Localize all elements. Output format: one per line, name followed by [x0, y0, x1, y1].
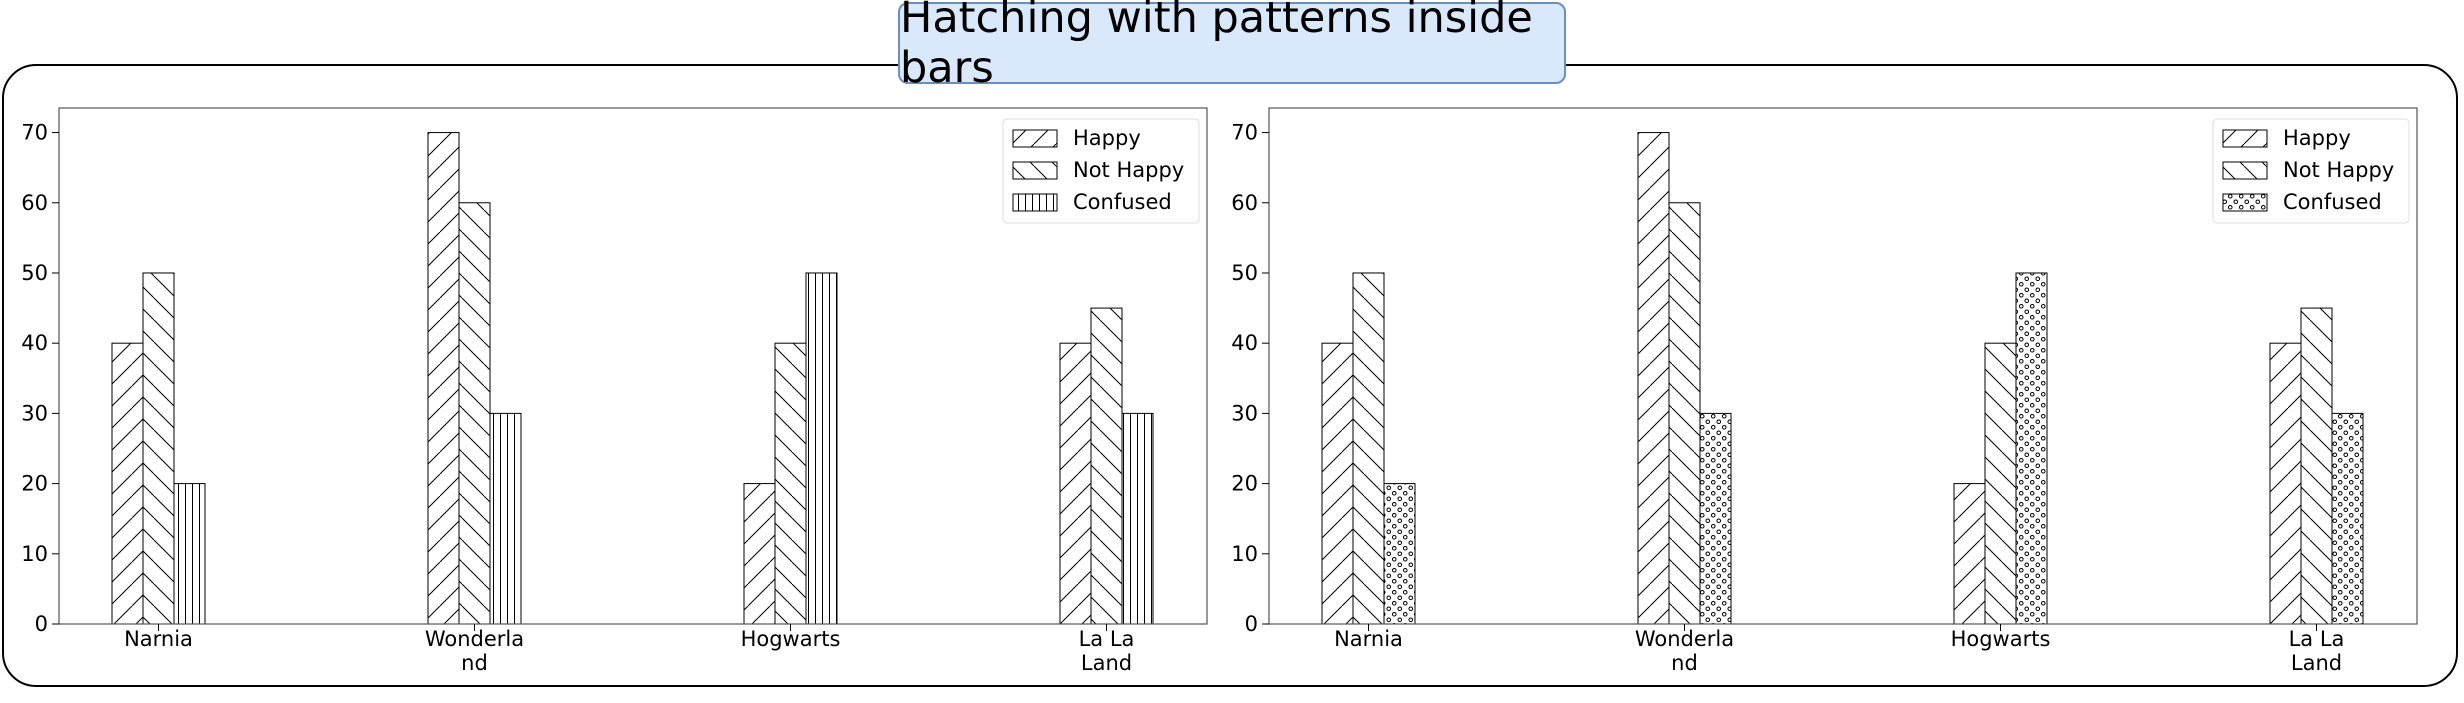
bar-happy-wonderland — [1637, 132, 1670, 625]
plot-area — [58, 107, 1208, 625]
x-tick-label-la-la-land: La La — [1079, 627, 1135, 651]
legend-swatch-not-happy — [1012, 161, 1058, 180]
legend: Happy Not Happy Confused — [2212, 118, 2410, 224]
bars — [111, 132, 1154, 625]
bar-confused-hogwarts — [805, 272, 838, 625]
x-tick-label-narnia: Narnia — [124, 627, 193, 651]
y-axis: 0 10 20 30 40 50 60 70 — [21, 121, 59, 636]
bar-confused-hogwarts — [2015, 272, 2048, 625]
x-tick-label-la-la-land: La La — [2289, 627, 2345, 651]
x-tick-label-hogwarts: Hogwarts — [1951, 627, 2051, 651]
x-tick-label-wonderland: Wonderla — [425, 627, 524, 651]
bar-confused-la-la-land — [2331, 412, 2364, 625]
bar-confused-narnia — [173, 483, 206, 625]
bar-happy-la-la-land — [1059, 342, 1092, 625]
bar-not-happy-hogwarts — [1984, 342, 2017, 625]
y-tick-label: 10 — [1231, 542, 1258, 566]
legend-label-not-happy: Not Happy — [1073, 158, 1184, 182]
y-tick-label: 40 — [21, 331, 48, 355]
legend-swatch-happy — [2222, 129, 2268, 148]
bars — [1321, 132, 2364, 625]
bar-not-happy-la-la-land — [2300, 307, 2333, 625]
y-axis: 0 10 20 30 40 50 60 70 — [1231, 121, 1269, 636]
y-tick-label: 40 — [1231, 331, 1258, 355]
bar-not-happy-hogwarts — [774, 342, 807, 625]
y-tick-label: 70 — [21, 121, 48, 145]
y-tick-label: 0 — [1245, 612, 1258, 636]
y-tick-label: 10 — [21, 542, 48, 566]
bar-not-happy-narnia — [142, 272, 175, 625]
bar-not-happy-wonderland — [1668, 202, 1701, 625]
bar-confused-wonderland — [489, 412, 522, 625]
bar-happy-hogwarts — [743, 483, 776, 625]
bar-confused-narnia — [1383, 483, 1416, 625]
legend-swatch-not-happy — [2222, 161, 2268, 180]
bar-confused-wonderland — [1699, 412, 1732, 625]
y-tick-label: 60 — [1231, 191, 1258, 215]
bar-not-happy-la-la-land — [1090, 307, 1123, 625]
bar-happy-hogwarts — [1953, 483, 1986, 625]
legend-swatch-confused — [2222, 193, 2268, 212]
y-tick-label: 20 — [1231, 472, 1258, 496]
plot-area — [1268, 107, 2418, 625]
x-tick-label-wonderland: nd — [1671, 651, 1698, 675]
y-tick-label: 30 — [21, 401, 48, 425]
y-tick-label: 20 — [21, 472, 48, 496]
y-tick-label: 0 — [35, 612, 48, 636]
bar-happy-la-la-land — [2269, 342, 2302, 625]
bar-happy-narnia — [111, 342, 144, 625]
legend-label-confused: Confused — [2283, 190, 2382, 214]
legend-swatch-happy — [1012, 129, 1058, 148]
legend-label-not-happy: Not Happy — [2283, 158, 2394, 182]
x-tick-label-narnia: Narnia — [1334, 627, 1403, 651]
x-tick-label-wonderland: Wonderla — [1635, 627, 1734, 651]
y-tick-label: 50 — [1231, 261, 1258, 285]
bar-not-happy-wonderland — [458, 202, 491, 625]
x-tick-label-la-la-land: Land — [2291, 651, 2342, 675]
x-tick-label-wonderland: nd — [461, 651, 488, 675]
legend: Happy Not Happy Confused — [1002, 118, 1200, 224]
y-tick-label: 30 — [1231, 401, 1258, 425]
y-tick-label: 60 — [21, 191, 48, 215]
figure-title: Hatching with patterns inside bars — [898, 0, 1566, 93]
legend-label-confused: Confused — [1073, 190, 1172, 214]
x-tick-label-hogwarts: Hogwarts — [741, 627, 841, 651]
bar-not-happy-narnia — [1352, 272, 1385, 625]
y-tick-label: 50 — [21, 261, 48, 285]
legend-label-happy: Happy — [2283, 126, 2351, 150]
bar-confused-la-la-land — [1121, 412, 1154, 625]
legend-label-happy: Happy — [1073, 126, 1141, 150]
x-tick-label-la-la-land: Land — [1081, 651, 1132, 675]
y-tick-label: 70 — [1231, 121, 1258, 145]
bar-happy-narnia — [1321, 342, 1354, 625]
bar-happy-wonderland — [427, 132, 460, 625]
legend-swatch-confused — [1012, 193, 1058, 212]
